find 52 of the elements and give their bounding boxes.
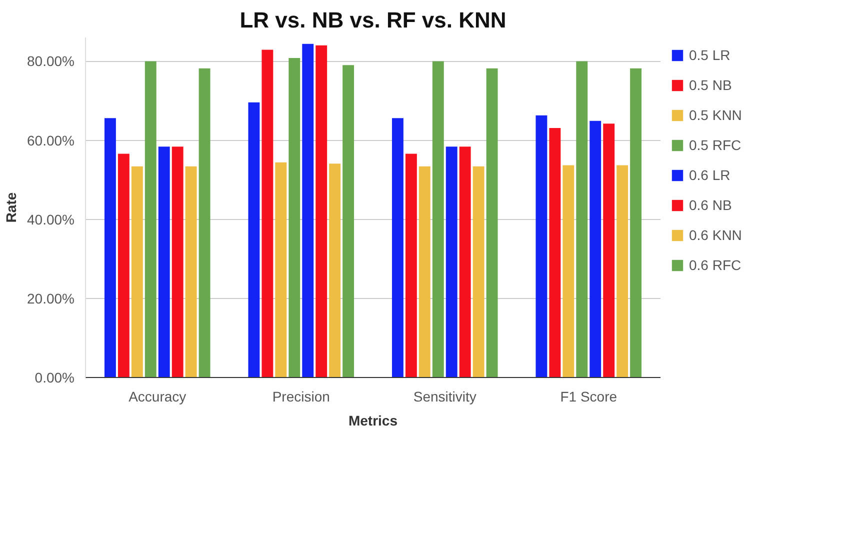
bar [342,65,354,378]
legend-label: 0.5 RFC [689,137,742,153]
bar [405,154,417,378]
bar [172,146,184,378]
y-tick-label: 60.00% [27,132,74,148]
legend-label: 0.5 KNN [689,107,742,123]
bar [590,120,602,378]
bar [576,61,588,378]
y-tick-label: 40.00% [27,211,74,228]
bar [158,146,170,378]
bar [118,154,130,378]
bar [198,68,210,378]
x-tick-label: Sensitivity [413,388,476,404]
bar [472,166,484,378]
bar [549,128,561,378]
bar [603,124,615,378]
legend-label: 0.5 NB [689,77,732,93]
bar [185,166,197,378]
bar [131,166,143,378]
bar [248,102,260,378]
bar [536,115,548,378]
bar [616,165,628,378]
legend-label: 0.6 NB [689,197,732,213]
bar [329,164,341,378]
bar [302,44,314,378]
legend-label: 0.5 LR [689,47,730,63]
x-tick-label: F1 Score [560,388,618,404]
legend-label: 0.6 LR [689,167,730,183]
bar [262,50,274,378]
bar [459,146,471,378]
y-tick-label: 20.00% [27,290,74,306]
chart-title: LR vs. NB vs. RF vs. KNN [240,8,506,32]
legend-label: 0.6 KNN [689,227,742,243]
bar [275,162,287,378]
bar [392,118,404,378]
bar [486,68,498,378]
bar [104,118,116,378]
bar [288,58,300,378]
y-tick-label: 0.00% [34,370,75,386]
bar [316,45,328,378]
x-tick-label: Precision [272,388,330,404]
y-axis-title: Rate [3,192,20,223]
bar [432,61,444,378]
x-tick-label: Accuracy [128,388,186,404]
bar [630,68,642,378]
x-axis-title: Metrics [348,412,398,428]
bar [562,165,574,378]
legend-label: 0.6 RFC [689,257,742,273]
bar [446,146,458,378]
bar [144,61,156,378]
y-tick-label: 80.00% [27,53,74,70]
bar [418,166,430,378]
